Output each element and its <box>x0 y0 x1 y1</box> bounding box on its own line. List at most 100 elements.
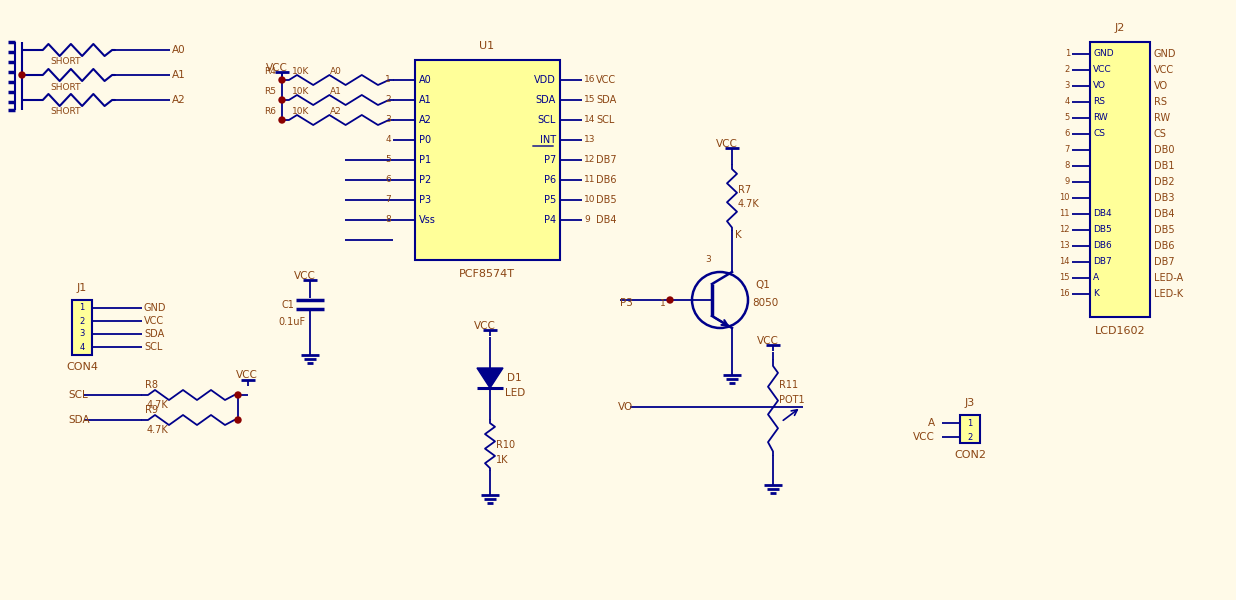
Text: 13: 13 <box>1059 241 1070 251</box>
Text: DB4: DB4 <box>1154 209 1174 219</box>
Text: C1: C1 <box>282 300 295 310</box>
Text: DB2: DB2 <box>1154 177 1174 187</box>
Text: K: K <box>1093 289 1099 298</box>
Text: DB1: DB1 <box>1154 161 1174 171</box>
Text: A1: A1 <box>172 70 185 80</box>
Text: 5: 5 <box>1064 113 1070 122</box>
Text: SHORT: SHORT <box>49 82 80 91</box>
Circle shape <box>235 392 241 398</box>
Text: DB6: DB6 <box>596 175 617 185</box>
Text: CON2: CON2 <box>954 450 986 460</box>
Text: R7: R7 <box>738 185 751 195</box>
Text: 16: 16 <box>1059 289 1070 298</box>
Text: VCC: VCC <box>145 316 164 326</box>
Text: 4: 4 <box>79 343 84 352</box>
Text: RS: RS <box>1093 97 1105 107</box>
Circle shape <box>279 97 286 103</box>
Text: 2: 2 <box>968 433 973 442</box>
Text: 1: 1 <box>386 76 391 85</box>
Text: A2: A2 <box>172 95 185 105</box>
Text: P0: P0 <box>419 135 431 145</box>
Text: P3: P3 <box>419 195 431 205</box>
Text: 8050: 8050 <box>751 298 779 308</box>
Text: A2: A2 <box>419 115 431 125</box>
Text: 7: 7 <box>1064 145 1070 154</box>
Text: DB6: DB6 <box>1154 241 1174 251</box>
Text: 2: 2 <box>1064 65 1070 74</box>
Text: 1: 1 <box>1064 49 1070 58</box>
Text: R10: R10 <box>496 440 515 450</box>
Text: VCC: VCC <box>756 336 779 346</box>
Text: LCD1602: LCD1602 <box>1095 326 1146 336</box>
Text: 12: 12 <box>1059 226 1070 235</box>
Text: 11: 11 <box>583 175 596 185</box>
Text: 8: 8 <box>1064 161 1070 170</box>
Text: SCL: SCL <box>596 115 614 125</box>
Text: SCL: SCL <box>538 115 556 125</box>
Text: DB0: DB0 <box>1154 145 1174 155</box>
Text: A1: A1 <box>419 95 431 105</box>
Text: SDA: SDA <box>68 415 90 425</box>
Text: U1: U1 <box>480 41 494 51</box>
Bar <box>1090 42 1149 317</box>
Text: VCC: VCC <box>716 139 738 149</box>
Text: A: A <box>1093 274 1099 283</box>
Text: SHORT: SHORT <box>49 107 80 116</box>
Text: SDA: SDA <box>145 329 164 339</box>
Text: DB7: DB7 <box>1093 257 1111 266</box>
Text: A2: A2 <box>330 107 341 115</box>
Text: VCC: VCC <box>473 321 496 331</box>
Text: P1: P1 <box>419 155 431 165</box>
Text: POT1: POT1 <box>779 395 805 405</box>
Text: DB7: DB7 <box>596 155 617 165</box>
Text: A1: A1 <box>330 86 342 95</box>
Text: 10K: 10K <box>292 86 309 95</box>
Text: A0: A0 <box>172 45 185 55</box>
Text: RW: RW <box>1154 113 1170 123</box>
Text: 4: 4 <box>1064 97 1070 107</box>
Text: DB3: DB3 <box>1154 193 1174 203</box>
Bar <box>72 300 91 355</box>
Text: GND: GND <box>1154 49 1177 59</box>
Text: SDA: SDA <box>596 95 617 105</box>
Text: 4.7K: 4.7K <box>738 199 760 209</box>
Text: R8: R8 <box>145 380 158 390</box>
Text: SCL: SCL <box>68 390 88 400</box>
Text: DB5: DB5 <box>1093 226 1111 235</box>
Text: Q1: Q1 <box>755 280 770 290</box>
Text: K: K <box>735 230 742 240</box>
Text: 9: 9 <box>1064 178 1070 187</box>
Text: LED-A: LED-A <box>1154 273 1183 283</box>
Text: 9: 9 <box>583 215 590 224</box>
Text: R5: R5 <box>265 86 276 95</box>
Text: 15: 15 <box>583 95 596 104</box>
Text: VCC: VCC <box>1093 65 1111 74</box>
Text: 1: 1 <box>968 419 973 427</box>
Circle shape <box>235 417 241 423</box>
Circle shape <box>19 72 25 78</box>
Text: 1: 1 <box>660 298 666 307</box>
Text: RS: RS <box>1154 97 1167 107</box>
Text: P3: P3 <box>620 298 633 308</box>
Text: 2: 2 <box>386 95 391 104</box>
Text: VCC: VCC <box>236 370 258 380</box>
Bar <box>960 415 980 443</box>
Text: 11: 11 <box>1059 209 1070 218</box>
Text: 7: 7 <box>386 196 391 205</box>
Text: VO: VO <box>618 402 633 412</box>
Text: R11: R11 <box>779 380 798 390</box>
Circle shape <box>279 77 286 83</box>
Text: DB4: DB4 <box>596 215 617 225</box>
Text: LED: LED <box>506 388 525 398</box>
Text: 5: 5 <box>386 155 391 164</box>
Text: A0: A0 <box>419 75 431 85</box>
Circle shape <box>667 297 672 303</box>
Text: 16: 16 <box>583 76 596 85</box>
Text: 12: 12 <box>583 155 596 164</box>
Text: RW: RW <box>1093 113 1107 122</box>
Bar <box>415 60 560 260</box>
Polygon shape <box>477 368 503 388</box>
Text: PCF8574T: PCF8574T <box>459 269 515 279</box>
Text: 4.7K: 4.7K <box>147 425 169 435</box>
Text: 8: 8 <box>386 215 391 224</box>
